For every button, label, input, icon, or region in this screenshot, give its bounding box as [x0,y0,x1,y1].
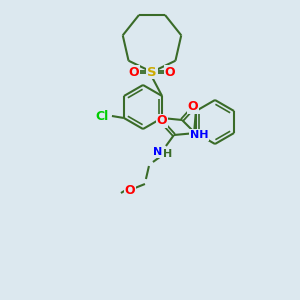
Text: N: N [153,147,163,157]
Text: O: O [124,184,135,196]
Text: Cl: Cl [95,110,109,122]
Text: O: O [188,100,198,113]
Text: H: H [163,149,172,159]
Text: S: S [147,65,157,79]
Text: N: N [147,65,157,79]
Text: NH: NH [190,130,208,140]
Text: O: O [129,65,139,79]
Text: O: O [157,115,167,128]
Text: O: O [165,65,175,79]
